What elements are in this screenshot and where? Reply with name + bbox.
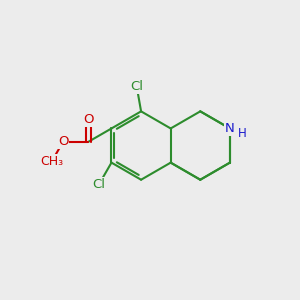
Text: CH₃: CH₃ — [40, 154, 64, 168]
Text: O: O — [58, 135, 68, 148]
Text: N: N — [225, 122, 235, 135]
Text: O: O — [83, 113, 94, 126]
Text: Cl: Cl — [130, 80, 143, 93]
Text: H: H — [238, 127, 247, 140]
Text: Cl: Cl — [92, 178, 105, 191]
